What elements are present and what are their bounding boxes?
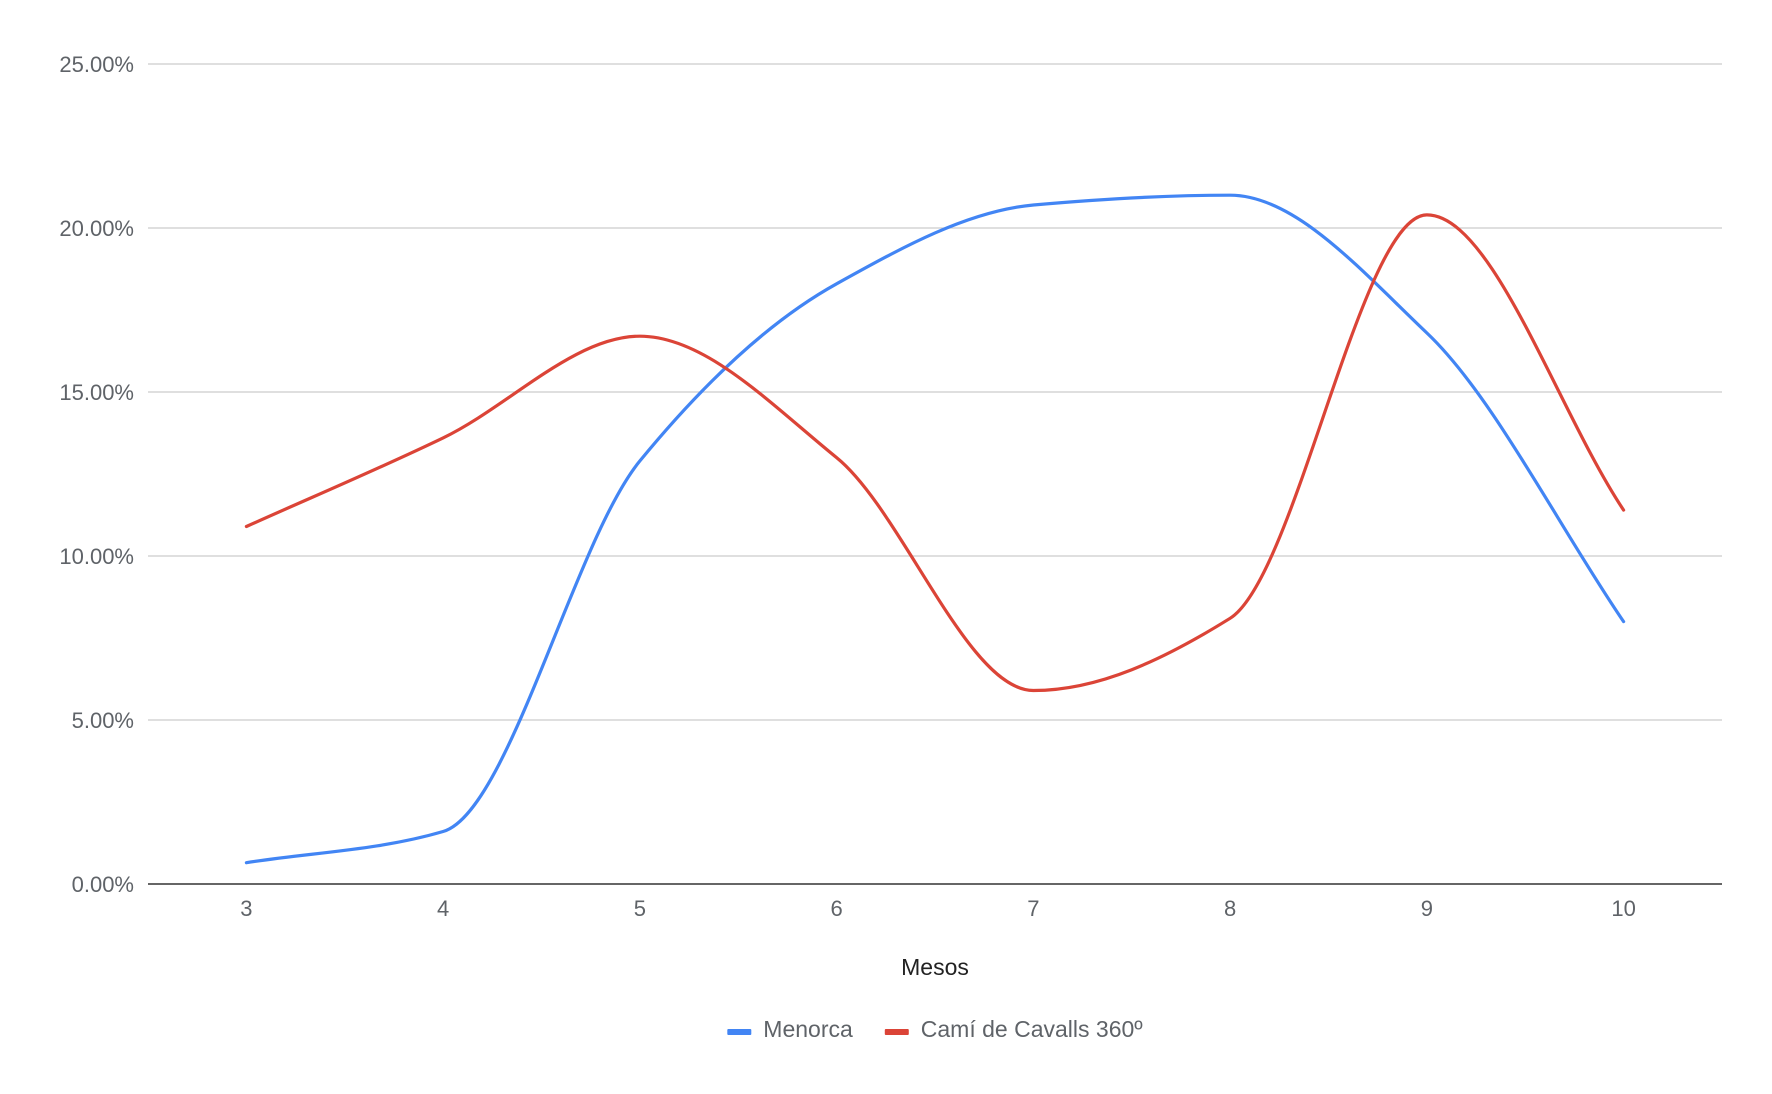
x-tick-label: 8 [1224, 896, 1236, 921]
legend-swatch [727, 1029, 752, 1035]
y-axis-ticks: 0.00% 5.00% 10.00% 15.00% 20.00% 25.00% [59, 52, 134, 897]
y-tick-label: 15.00% [59, 380, 134, 405]
series-line-1 [244, 213, 1626, 693]
y-tick-label: 5.00% [72, 708, 134, 733]
y-tick-label: 25.00% [59, 52, 134, 77]
x-axis-title: Mesos [901, 954, 969, 980]
legend-label: Camí de Cavalls 360º [921, 1016, 1143, 1042]
x-tick-label: 9 [1421, 896, 1433, 921]
legend[interactable]: Menorca Camí de Cavalls 360º [727, 1016, 1143, 1042]
y-tick-label: 0.00% [72, 872, 134, 897]
gridlines [148, 63, 1722, 721]
legend-item-0[interactable]: Menorca [727, 1016, 853, 1042]
x-tick-label: 4 [437, 896, 449, 921]
x-tick-label: 7 [1027, 896, 1039, 921]
x-tick-label: 10 [1611, 896, 1635, 921]
x-axis-ticks: 3 4 5 6 7 8 9 10 [240, 896, 1636, 921]
x-tick-label: 6 [831, 896, 843, 921]
legend-swatch [884, 1029, 909, 1035]
legend-label: Menorca [763, 1016, 853, 1042]
x-tick-label: 3 [240, 896, 252, 921]
y-tick-label: 20.00% [59, 216, 134, 241]
x-tick-label: 5 [634, 896, 646, 921]
series-lines [244, 193, 1626, 865]
legend-item-1[interactable]: Camí de Cavalls 360º [884, 1016, 1143, 1042]
series-line-0 [244, 193, 1626, 865]
y-tick-label: 10.00% [59, 544, 134, 569]
